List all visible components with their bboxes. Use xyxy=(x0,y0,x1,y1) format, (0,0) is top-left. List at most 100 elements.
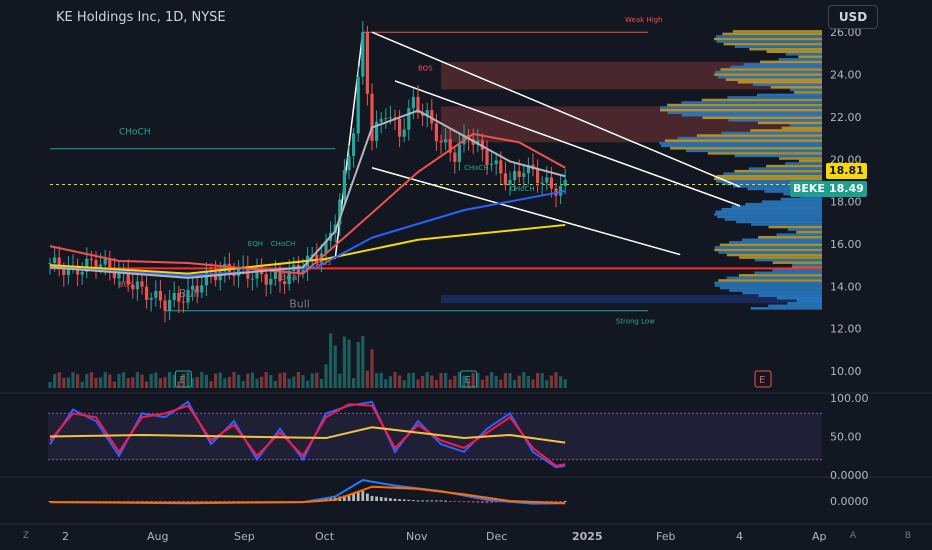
macd-histogram-bar xyxy=(467,501,470,503)
volume-bar xyxy=(227,376,231,388)
candle-body xyxy=(559,186,563,196)
volume-profile-bar xyxy=(766,50,822,53)
volume-bar xyxy=(145,381,149,388)
volume-bar xyxy=(485,375,489,388)
volume-profile-bar xyxy=(780,197,822,201)
volume-profile-bar xyxy=(681,101,822,104)
volume-profile-bar xyxy=(798,159,822,163)
volume-profile-bar xyxy=(750,307,822,310)
volume-profile-bar xyxy=(787,302,822,305)
volume-bar xyxy=(250,372,254,388)
candle-body xyxy=(485,149,489,165)
candle-body xyxy=(108,258,112,270)
volume-bar xyxy=(246,373,250,388)
volume-profile-bar xyxy=(717,215,822,219)
volume-profile-bar xyxy=(670,147,822,150)
volume-profile-bar xyxy=(664,139,822,142)
volume-bar xyxy=(53,374,57,388)
candle-body xyxy=(508,180,512,185)
stoch-tick-label: 50.00 xyxy=(830,431,862,444)
volume-profile-bar xyxy=(714,246,822,249)
candle-body xyxy=(563,179,567,187)
volume-bar xyxy=(264,372,268,388)
trendline-upper xyxy=(371,31,741,188)
y-tick-label: 22.00 xyxy=(830,111,862,124)
candle-body xyxy=(163,300,167,311)
x-tick-label: Oct xyxy=(315,530,335,543)
macd-histogram-bar xyxy=(182,501,185,502)
macd-histogram-bar xyxy=(172,501,176,502)
volume-bar xyxy=(292,376,296,388)
structure-label: BOS xyxy=(317,259,332,267)
auto-scale-button[interactable]: A xyxy=(849,531,857,541)
macd-histogram-bar xyxy=(490,501,493,503)
candle-body xyxy=(365,32,369,94)
volume-bar xyxy=(214,373,218,388)
volume-bar xyxy=(370,349,374,388)
macd-histogram-bar xyxy=(481,501,484,503)
candle-body xyxy=(154,290,158,298)
bull-label: Bull xyxy=(179,287,200,300)
x-tick-label: 4 xyxy=(736,530,743,543)
volume-profile-bar xyxy=(752,83,822,87)
volume-bar xyxy=(108,374,112,388)
volume-bar xyxy=(554,372,558,388)
macd-histogram-bar xyxy=(223,501,227,502)
macd-histogram-bar xyxy=(494,501,498,503)
candle-body xyxy=(536,169,540,183)
volume-profile-bar xyxy=(739,256,822,259)
log-scale-button[interactable]: B xyxy=(904,531,912,541)
volume-bar xyxy=(342,336,346,388)
volume-bar xyxy=(296,372,300,388)
candle-body xyxy=(503,173,507,185)
currency-button[interactable]: USD xyxy=(828,5,878,29)
volume-bar xyxy=(177,381,181,388)
volume-bar xyxy=(310,373,314,388)
structure-label: BOS xyxy=(418,64,433,72)
macd-histogram-bar xyxy=(398,499,401,501)
volume-profile-bar xyxy=(754,258,822,262)
macd-histogram-bar xyxy=(439,500,443,502)
macd-histogram-bar xyxy=(430,500,434,502)
volume-bar xyxy=(356,342,360,388)
candle-body xyxy=(444,139,448,143)
volume-bar xyxy=(273,380,277,388)
volume-bar xyxy=(57,372,61,388)
candle-body xyxy=(407,108,411,130)
volume-profile-bar xyxy=(736,220,822,224)
volume-bar xyxy=(126,378,130,388)
volume-bar xyxy=(494,375,498,388)
candle-body xyxy=(204,270,208,286)
y-tick-label: 14.00 xyxy=(830,280,862,293)
chart-title: KE Holdings Inc, 1D, NYSE xyxy=(56,10,226,25)
macd-histogram-bar xyxy=(485,501,489,504)
macd-histogram-bar xyxy=(48,501,52,502)
volume-bar xyxy=(94,377,98,388)
zone-2 xyxy=(441,294,822,304)
macd-histogram-bar xyxy=(177,501,181,502)
volume-profile-bar xyxy=(734,169,822,173)
volume-profile-bar xyxy=(718,251,822,254)
macd-histogram-bar xyxy=(462,501,466,503)
volume-bar xyxy=(260,376,264,388)
volume-bar xyxy=(191,378,195,388)
volume-profile-bar xyxy=(732,30,822,33)
macd-histogram-bar xyxy=(163,501,167,502)
candle-body xyxy=(94,260,98,269)
candle-body xyxy=(315,254,319,262)
candle-body xyxy=(310,254,314,256)
macd-histogram-bar xyxy=(186,501,190,502)
candle-body xyxy=(57,257,61,269)
macd-histogram-bar xyxy=(149,501,153,502)
candle-body xyxy=(499,160,503,174)
candle-body xyxy=(181,301,185,303)
volume-bar xyxy=(209,381,213,388)
candle-body xyxy=(352,133,356,157)
candle-body xyxy=(223,263,227,272)
candle-body xyxy=(237,266,241,277)
candle-body xyxy=(99,264,103,269)
timezone-button[interactable]: Z xyxy=(22,531,30,541)
volume-profile-bar xyxy=(796,230,822,234)
candle-body xyxy=(103,258,107,265)
